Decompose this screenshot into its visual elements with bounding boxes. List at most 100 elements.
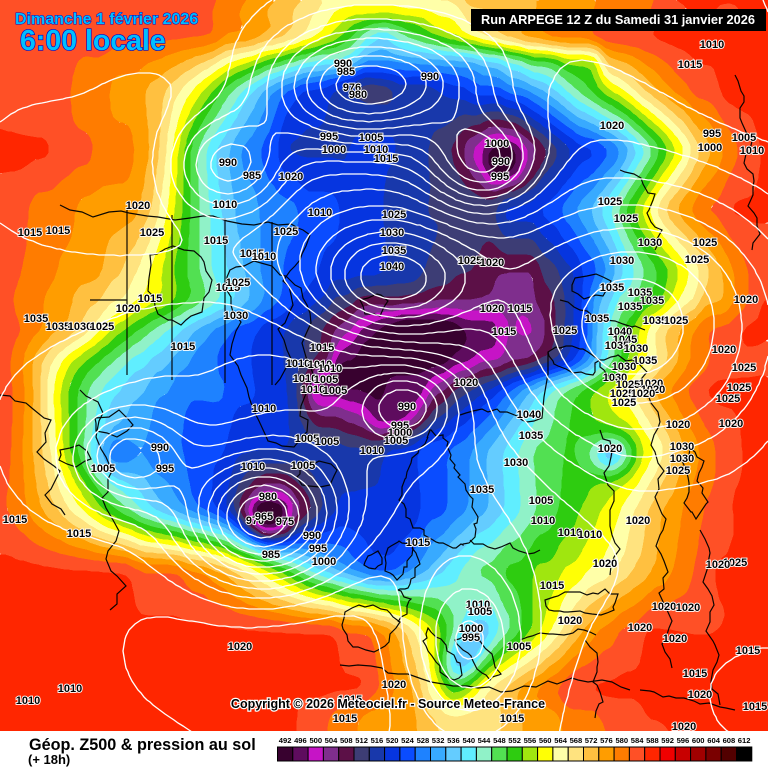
- svg-text:1025: 1025: [732, 362, 756, 374]
- svg-text:1020: 1020: [672, 721, 696, 733]
- svg-text:516: 516: [371, 736, 384, 745]
- svg-text:1020: 1020: [631, 388, 655, 400]
- svg-text:1020: 1020: [666, 419, 690, 431]
- svg-text:1015: 1015: [508, 303, 532, 315]
- svg-text:1020: 1020: [480, 257, 504, 269]
- svg-text:1010: 1010: [308, 359, 332, 371]
- svg-text:1010: 1010: [241, 461, 265, 473]
- svg-text:1005: 1005: [295, 433, 319, 445]
- svg-text:1040: 1040: [608, 326, 632, 338]
- svg-text:1020: 1020: [454, 377, 478, 389]
- svg-text:6:00 locale: 6:00 locale: [20, 25, 166, 57]
- svg-text:1015: 1015: [492, 326, 516, 338]
- svg-text:1010: 1010: [252, 403, 276, 415]
- svg-text:1020: 1020: [598, 443, 622, 455]
- svg-text:1020: 1020: [279, 171, 303, 183]
- svg-text:1015: 1015: [138, 293, 162, 305]
- svg-text:1015: 1015: [310, 342, 334, 354]
- svg-text:1025: 1025: [610, 388, 634, 400]
- svg-text:1025: 1025: [612, 397, 636, 409]
- svg-text:990: 990: [421, 71, 439, 83]
- svg-text:1015: 1015: [338, 694, 362, 706]
- svg-text:1010: 1010: [466, 599, 490, 611]
- svg-text:1025: 1025: [274, 226, 298, 238]
- svg-text:1040: 1040: [517, 409, 541, 421]
- svg-text:1010: 1010: [286, 358, 310, 370]
- svg-text:990: 990: [151, 442, 169, 454]
- svg-text:1010: 1010: [360, 445, 384, 457]
- svg-text:504: 504: [325, 736, 338, 745]
- svg-text:592: 592: [661, 736, 674, 745]
- svg-text:1015: 1015: [683, 668, 707, 680]
- svg-text:1005: 1005: [507, 641, 531, 653]
- svg-text:1025: 1025: [553, 325, 577, 337]
- svg-text:584: 584: [631, 736, 644, 745]
- svg-text:985: 985: [262, 549, 280, 561]
- svg-text:1025: 1025: [693, 237, 717, 249]
- svg-text:1000: 1000: [312, 556, 336, 568]
- svg-text:1010: 1010: [318, 363, 342, 375]
- svg-text:1015: 1015: [3, 514, 27, 526]
- svg-text:604: 604: [707, 736, 720, 745]
- svg-text:1005: 1005: [291, 460, 315, 472]
- svg-text:1025: 1025: [458, 255, 482, 267]
- svg-text:Dimanche 1 février 2026: Dimanche 1 février 2026: [15, 11, 198, 28]
- svg-text:1025: 1025: [140, 227, 164, 239]
- svg-text:1005: 1005: [384, 435, 408, 447]
- svg-text:1020: 1020: [639, 378, 663, 390]
- svg-text:596: 596: [677, 736, 690, 745]
- svg-text:1010: 1010: [364, 144, 388, 156]
- svg-text:1025: 1025: [616, 379, 640, 391]
- svg-text:1020: 1020: [600, 120, 624, 132]
- svg-text:(+ 18h): (+ 18h): [28, 752, 70, 767]
- svg-text:1005: 1005: [314, 374, 338, 386]
- svg-text:1020: 1020: [480, 303, 504, 315]
- svg-text:1035: 1035: [643, 315, 667, 327]
- svg-text:1010: 1010: [740, 145, 764, 157]
- svg-text:995: 995: [462, 632, 480, 644]
- svg-text:524: 524: [401, 736, 414, 745]
- svg-text:1020: 1020: [676, 602, 700, 614]
- svg-text:995: 995: [156, 463, 174, 475]
- svg-text:1025: 1025: [685, 254, 709, 266]
- svg-text:600: 600: [692, 736, 705, 745]
- svg-text:1005: 1005: [315, 436, 339, 448]
- svg-text:1005: 1005: [468, 606, 492, 618]
- svg-text:1035: 1035: [618, 301, 642, 313]
- svg-text:980: 980: [349, 89, 367, 101]
- svg-text:990: 990: [398, 401, 416, 413]
- svg-text:1015: 1015: [204, 235, 228, 247]
- svg-text:576: 576: [600, 736, 613, 745]
- svg-text:1025: 1025: [614, 213, 638, 225]
- svg-text:995: 995: [491, 171, 509, 183]
- svg-text:1020: 1020: [734, 294, 758, 306]
- svg-text:1010: 1010: [531, 515, 555, 527]
- svg-text:995: 995: [320, 131, 338, 143]
- svg-text:496: 496: [294, 736, 307, 745]
- svg-text:588: 588: [646, 736, 659, 745]
- svg-text:990: 990: [492, 156, 510, 168]
- svg-text:1000: 1000: [322, 144, 346, 156]
- svg-text:608: 608: [723, 736, 736, 745]
- svg-text:990: 990: [303, 530, 321, 542]
- svg-text:1020: 1020: [628, 622, 652, 634]
- svg-text:1025: 1025: [723, 557, 747, 569]
- svg-text:1035: 1035: [640, 295, 664, 307]
- svg-text:985: 985: [337, 66, 355, 78]
- svg-text:1015: 1015: [240, 248, 264, 260]
- svg-text:1010: 1010: [16, 695, 40, 707]
- svg-text:572: 572: [585, 736, 598, 745]
- svg-text:1030: 1030: [612, 361, 636, 373]
- svg-text:1005: 1005: [91, 463, 115, 475]
- svg-text:1025: 1025: [716, 393, 740, 405]
- svg-text:560: 560: [539, 736, 552, 745]
- svg-text:1010: 1010: [700, 39, 724, 51]
- svg-text:1000: 1000: [485, 138, 509, 150]
- svg-text:580: 580: [615, 736, 628, 745]
- svg-text:1030: 1030: [504, 457, 528, 469]
- svg-text:1020: 1020: [558, 615, 582, 627]
- svg-text:1030: 1030: [603, 372, 627, 384]
- svg-text:1020: 1020: [116, 303, 140, 315]
- svg-text:976: 976: [343, 82, 361, 94]
- svg-text:990: 990: [219, 157, 237, 169]
